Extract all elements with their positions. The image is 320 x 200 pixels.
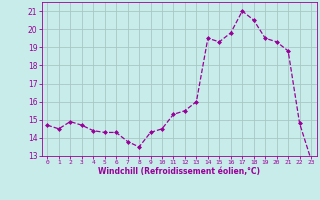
X-axis label: Windchill (Refroidissement éolien,°C): Windchill (Refroidissement éolien,°C): [98, 167, 260, 176]
